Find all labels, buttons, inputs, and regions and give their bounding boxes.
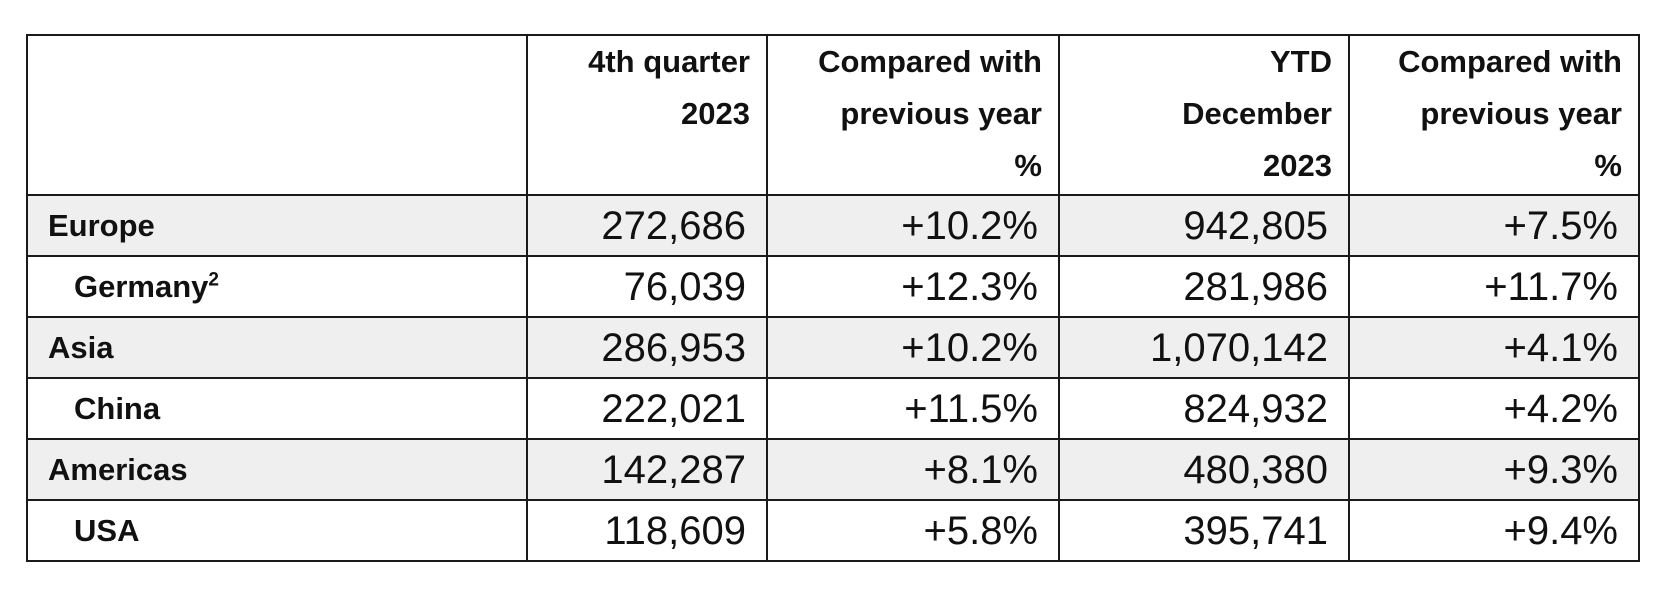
q4-change-cell: +12.3%: [766, 255, 1060, 318]
region-label: Asia: [48, 330, 114, 365]
ytd-change-cell: +9.3%: [1348, 438, 1640, 501]
region-label: Europe: [48, 208, 155, 243]
ytd-cell: 942,805: [1058, 194, 1350, 257]
region-cell: China: [26, 377, 528, 440]
region-label: USA: [74, 513, 140, 548]
q4-cell: 272,686: [526, 194, 768, 257]
header-region: [26, 34, 528, 196]
table-row-americas: Americas 142,287 +8.1% 480,380 +9.3%: [26, 438, 1640, 501]
ytd-change-cell: +4.1%: [1348, 316, 1640, 379]
q4-change-cell: +10.2%: [766, 316, 1060, 379]
q4-cell: 142,287: [526, 438, 768, 501]
ytd-cell: 480,380: [1058, 438, 1350, 501]
ytd-change-cell: +4.2%: [1348, 377, 1640, 440]
q4-cell: 286,953: [526, 316, 768, 379]
region-label: Americas: [48, 452, 188, 487]
q4-cell: 222,021: [526, 377, 768, 440]
region-cell: Asia: [26, 316, 528, 379]
region-cell: USA: [26, 499, 528, 562]
table-row-germany: Germany2 76,039 +12.3% 281,986 +11.7%: [26, 255, 1640, 318]
q4-cell: 76,039: [526, 255, 768, 318]
q4-change-cell: +8.1%: [766, 438, 1060, 501]
header-q4-change: Compared with previous year %: [766, 34, 1060, 196]
header-ytd: YTD December 2023: [1058, 34, 1350, 196]
footnote-marker: 2: [208, 269, 219, 291]
q4-change-cell: +11.5%: [766, 377, 1060, 440]
table-row-usa: USA 118,609 +5.8% 395,741 +9.4%: [26, 499, 1640, 562]
ytd-cell: 1,070,142: [1058, 316, 1350, 379]
table-row-europe: Europe 272,686 +10.2% 942,805 +7.5%: [26, 194, 1640, 257]
table-row-asia: Asia 286,953 +10.2% 1,070,142 +4.1%: [26, 316, 1640, 379]
q4-change-cell: +5.8%: [766, 499, 1060, 562]
header-q4: 4th quarter 2023: [526, 34, 768, 196]
region-cell: Germany2: [26, 255, 528, 318]
ytd-cell: 395,741: [1058, 499, 1350, 562]
ytd-change-cell: +9.4%: [1348, 499, 1640, 562]
ytd-cell: 281,986: [1058, 255, 1350, 318]
region-cell: Americas: [26, 438, 528, 501]
q4-cell: 118,609: [526, 499, 768, 562]
region-label: China: [74, 391, 161, 426]
region-label: Germany: [74, 269, 209, 304]
sales-table: 4th quarter 2023 Compared with previous …: [26, 34, 1640, 562]
header-ytd-change: Compared with previous year %: [1348, 34, 1640, 196]
table-row-china: China 222,021 +11.5% 824,932 +4.2%: [26, 377, 1640, 440]
table-header-row: 4th quarter 2023 Compared with previous …: [26, 34, 1640, 196]
ytd-change-cell: +7.5%: [1348, 194, 1640, 257]
ytd-change-cell: +11.7%: [1348, 255, 1640, 318]
region-cell: Europe: [26, 194, 528, 257]
q4-change-cell: +10.2%: [766, 194, 1060, 257]
ytd-cell: 824,932: [1058, 377, 1350, 440]
